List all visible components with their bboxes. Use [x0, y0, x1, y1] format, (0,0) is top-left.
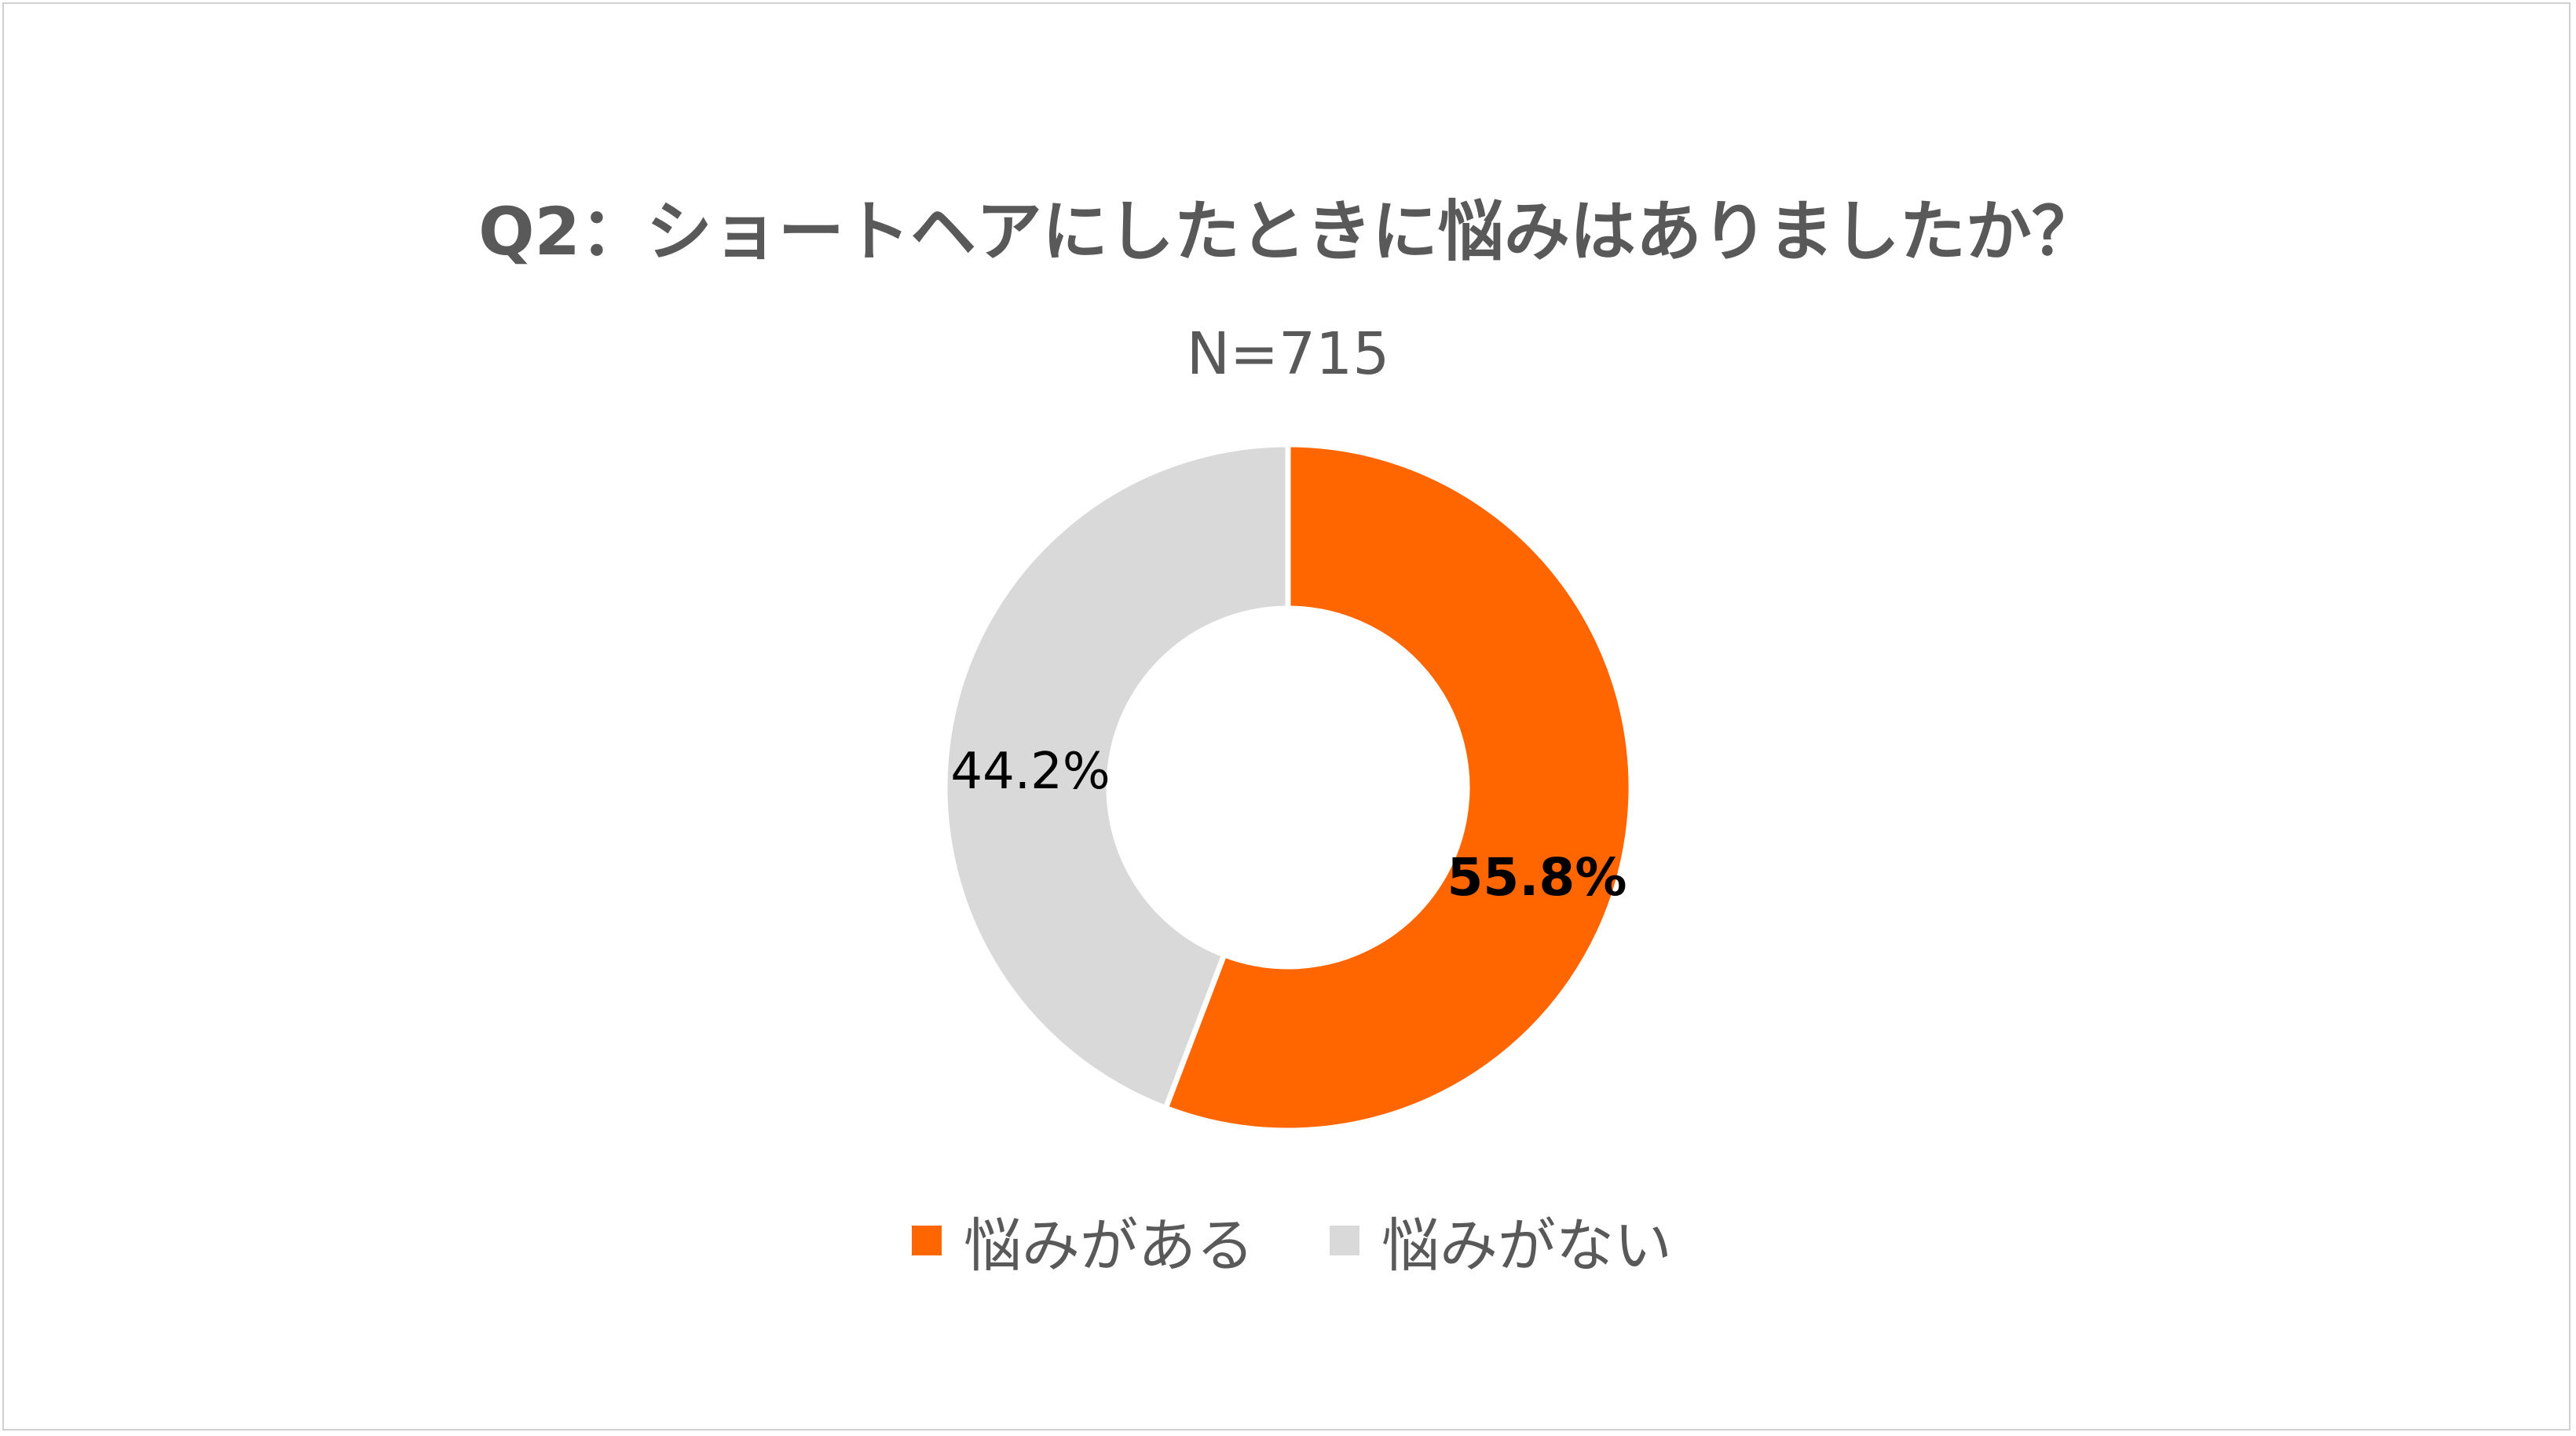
- chart-title: Q2：ショートヘアにしたときに悩みはありましたか？: [478, 193, 2098, 270]
- donut-slice-0: [1162, 441, 1634, 1134]
- legend-swatch-1: [1330, 1226, 1359, 1255]
- legend-item-1: 悩みがない: [1330, 1199, 1672, 1283]
- legend-item-0: 悩みがある: [912, 1199, 1254, 1283]
- legend: 悩みがある 悩みがない: [0, 1201, 2576, 1280]
- legend-label-0: 悩みがある: [964, 1211, 1254, 1280]
- legend-swatch-0: [912, 1226, 942, 1255]
- chart-subtitle: N=715: [1186, 320, 1390, 388]
- legend-label-1: 悩みがない: [1381, 1211, 1672, 1280]
- data-label-1: 44.2%: [950, 743, 1110, 801]
- donut-slice-1: [942, 441, 1291, 1112]
- data-label-0: 55.8%: [1447, 847, 1627, 908]
